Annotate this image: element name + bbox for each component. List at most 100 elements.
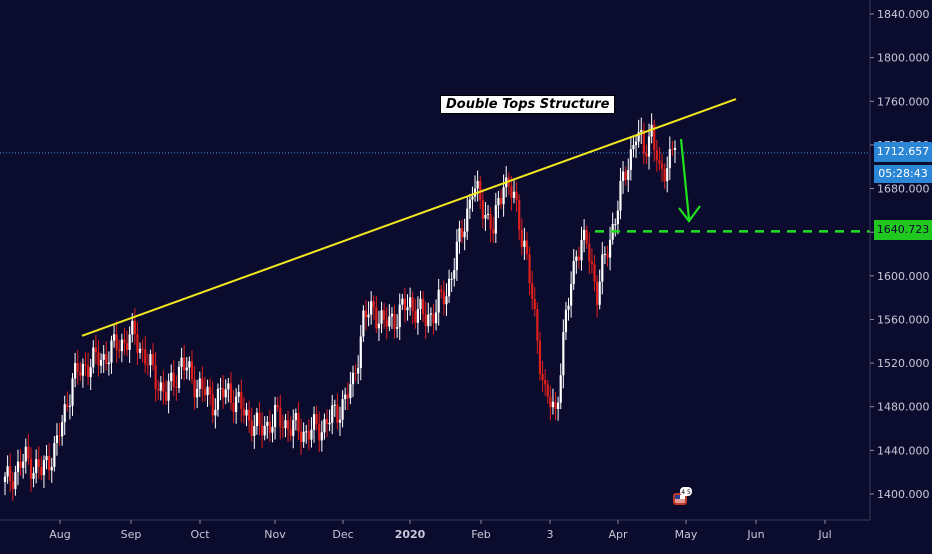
time-tick-label: Jun bbox=[746, 528, 764, 541]
candle-body bbox=[668, 149, 671, 169]
price-tick-label: 1520.000 bbox=[877, 357, 930, 370]
economic-event-flag-icon[interactable]: 4 5 bbox=[670, 487, 692, 507]
price-tick-label: 1840.000 bbox=[877, 8, 930, 21]
candle-body bbox=[647, 136, 651, 157]
candle bbox=[380, 301, 383, 334]
time-tick-label: Feb bbox=[471, 528, 490, 541]
candle bbox=[354, 364, 357, 382]
candle bbox=[253, 414, 256, 449]
event-badge-count: 4 5 bbox=[681, 489, 691, 496]
candle-body bbox=[398, 304, 401, 328]
candle-body bbox=[201, 378, 204, 390]
candle-body bbox=[214, 409, 217, 416]
candle-body bbox=[570, 284, 573, 306]
candle-body bbox=[551, 401, 555, 408]
candle bbox=[564, 301, 568, 341]
candle-body bbox=[209, 386, 212, 395]
candle-body bbox=[577, 256, 581, 261]
candle bbox=[154, 352, 157, 402]
candle bbox=[27, 433, 30, 465]
candle-body bbox=[541, 373, 544, 381]
candle bbox=[632, 136, 635, 158]
candle bbox=[50, 457, 53, 483]
candle-body bbox=[157, 389, 160, 391]
candle bbox=[19, 449, 22, 476]
candle bbox=[619, 167, 622, 220]
candle-body bbox=[144, 349, 147, 365]
annotation-label: Double Tops Structure bbox=[440, 95, 616, 114]
candle-body bbox=[188, 361, 191, 368]
candle bbox=[289, 416, 292, 441]
candle-body bbox=[162, 382, 165, 393]
candle bbox=[11, 471, 14, 501]
price-tick-label: 1760.000 bbox=[877, 95, 930, 108]
candle-body bbox=[260, 425, 264, 436]
candle-body bbox=[364, 310, 368, 318]
candle bbox=[559, 363, 562, 410]
candle bbox=[167, 373, 170, 414]
candle bbox=[466, 196, 469, 240]
candle bbox=[525, 232, 529, 261]
candle-body bbox=[35, 459, 38, 473]
candle bbox=[531, 270, 534, 311]
candle-body bbox=[346, 394, 349, 399]
candle bbox=[170, 364, 173, 391]
candle bbox=[302, 422, 305, 448]
candle bbox=[45, 444, 48, 470]
candle-body bbox=[92, 347, 95, 368]
candle-body bbox=[245, 409, 248, 416]
candle bbox=[396, 314, 399, 338]
candle bbox=[640, 117, 643, 144]
candle bbox=[146, 353, 149, 376]
candle-body bbox=[53, 443, 56, 467]
price-tick-label: 1560.000 bbox=[877, 313, 930, 326]
candle-body bbox=[81, 363, 85, 376]
candle bbox=[341, 390, 344, 428]
candle-body bbox=[110, 340, 113, 363]
candle bbox=[68, 394, 72, 420]
arrow-head bbox=[678, 205, 701, 223]
candle bbox=[507, 172, 510, 196]
candle bbox=[538, 331, 542, 381]
candle bbox=[318, 411, 321, 453]
candle bbox=[76, 349, 79, 385]
candle bbox=[214, 398, 217, 429]
candle bbox=[489, 206, 492, 243]
candle bbox=[419, 290, 422, 320]
candle bbox=[668, 136, 671, 180]
candle bbox=[242, 396, 246, 424]
resistance-trendline[interactable] bbox=[81, 98, 737, 337]
candle bbox=[416, 296, 420, 335]
candle-body bbox=[370, 301, 373, 315]
candle bbox=[338, 406, 342, 436]
candle-body bbox=[177, 366, 181, 388]
candle-body bbox=[642, 129, 645, 154]
candle bbox=[611, 212, 614, 245]
price-tick-label: 1440.000 bbox=[877, 444, 930, 457]
candle bbox=[79, 361, 82, 382]
candle-body bbox=[554, 401, 557, 409]
candle-body bbox=[640, 129, 643, 133]
candle bbox=[63, 395, 66, 435]
candle-body bbox=[468, 199, 471, 209]
candle-body bbox=[406, 307, 409, 311]
candle-body bbox=[232, 402, 235, 412]
candle bbox=[144, 336, 147, 374]
candle-body bbox=[203, 389, 207, 396]
candle-body bbox=[128, 334, 131, 350]
candle bbox=[362, 305, 365, 342]
candle-body bbox=[115, 334, 118, 350]
candle-body bbox=[149, 354, 152, 366]
candle-body bbox=[450, 278, 453, 280]
candle-body bbox=[671, 149, 674, 151]
candle-body bbox=[183, 357, 186, 371]
candle bbox=[551, 388, 555, 415]
candle bbox=[260, 412, 264, 448]
candle bbox=[642, 122, 645, 165]
candle bbox=[87, 352, 90, 386]
candle-body bbox=[663, 168, 666, 182]
candle bbox=[621, 161, 625, 194]
candle-body bbox=[606, 253, 609, 258]
